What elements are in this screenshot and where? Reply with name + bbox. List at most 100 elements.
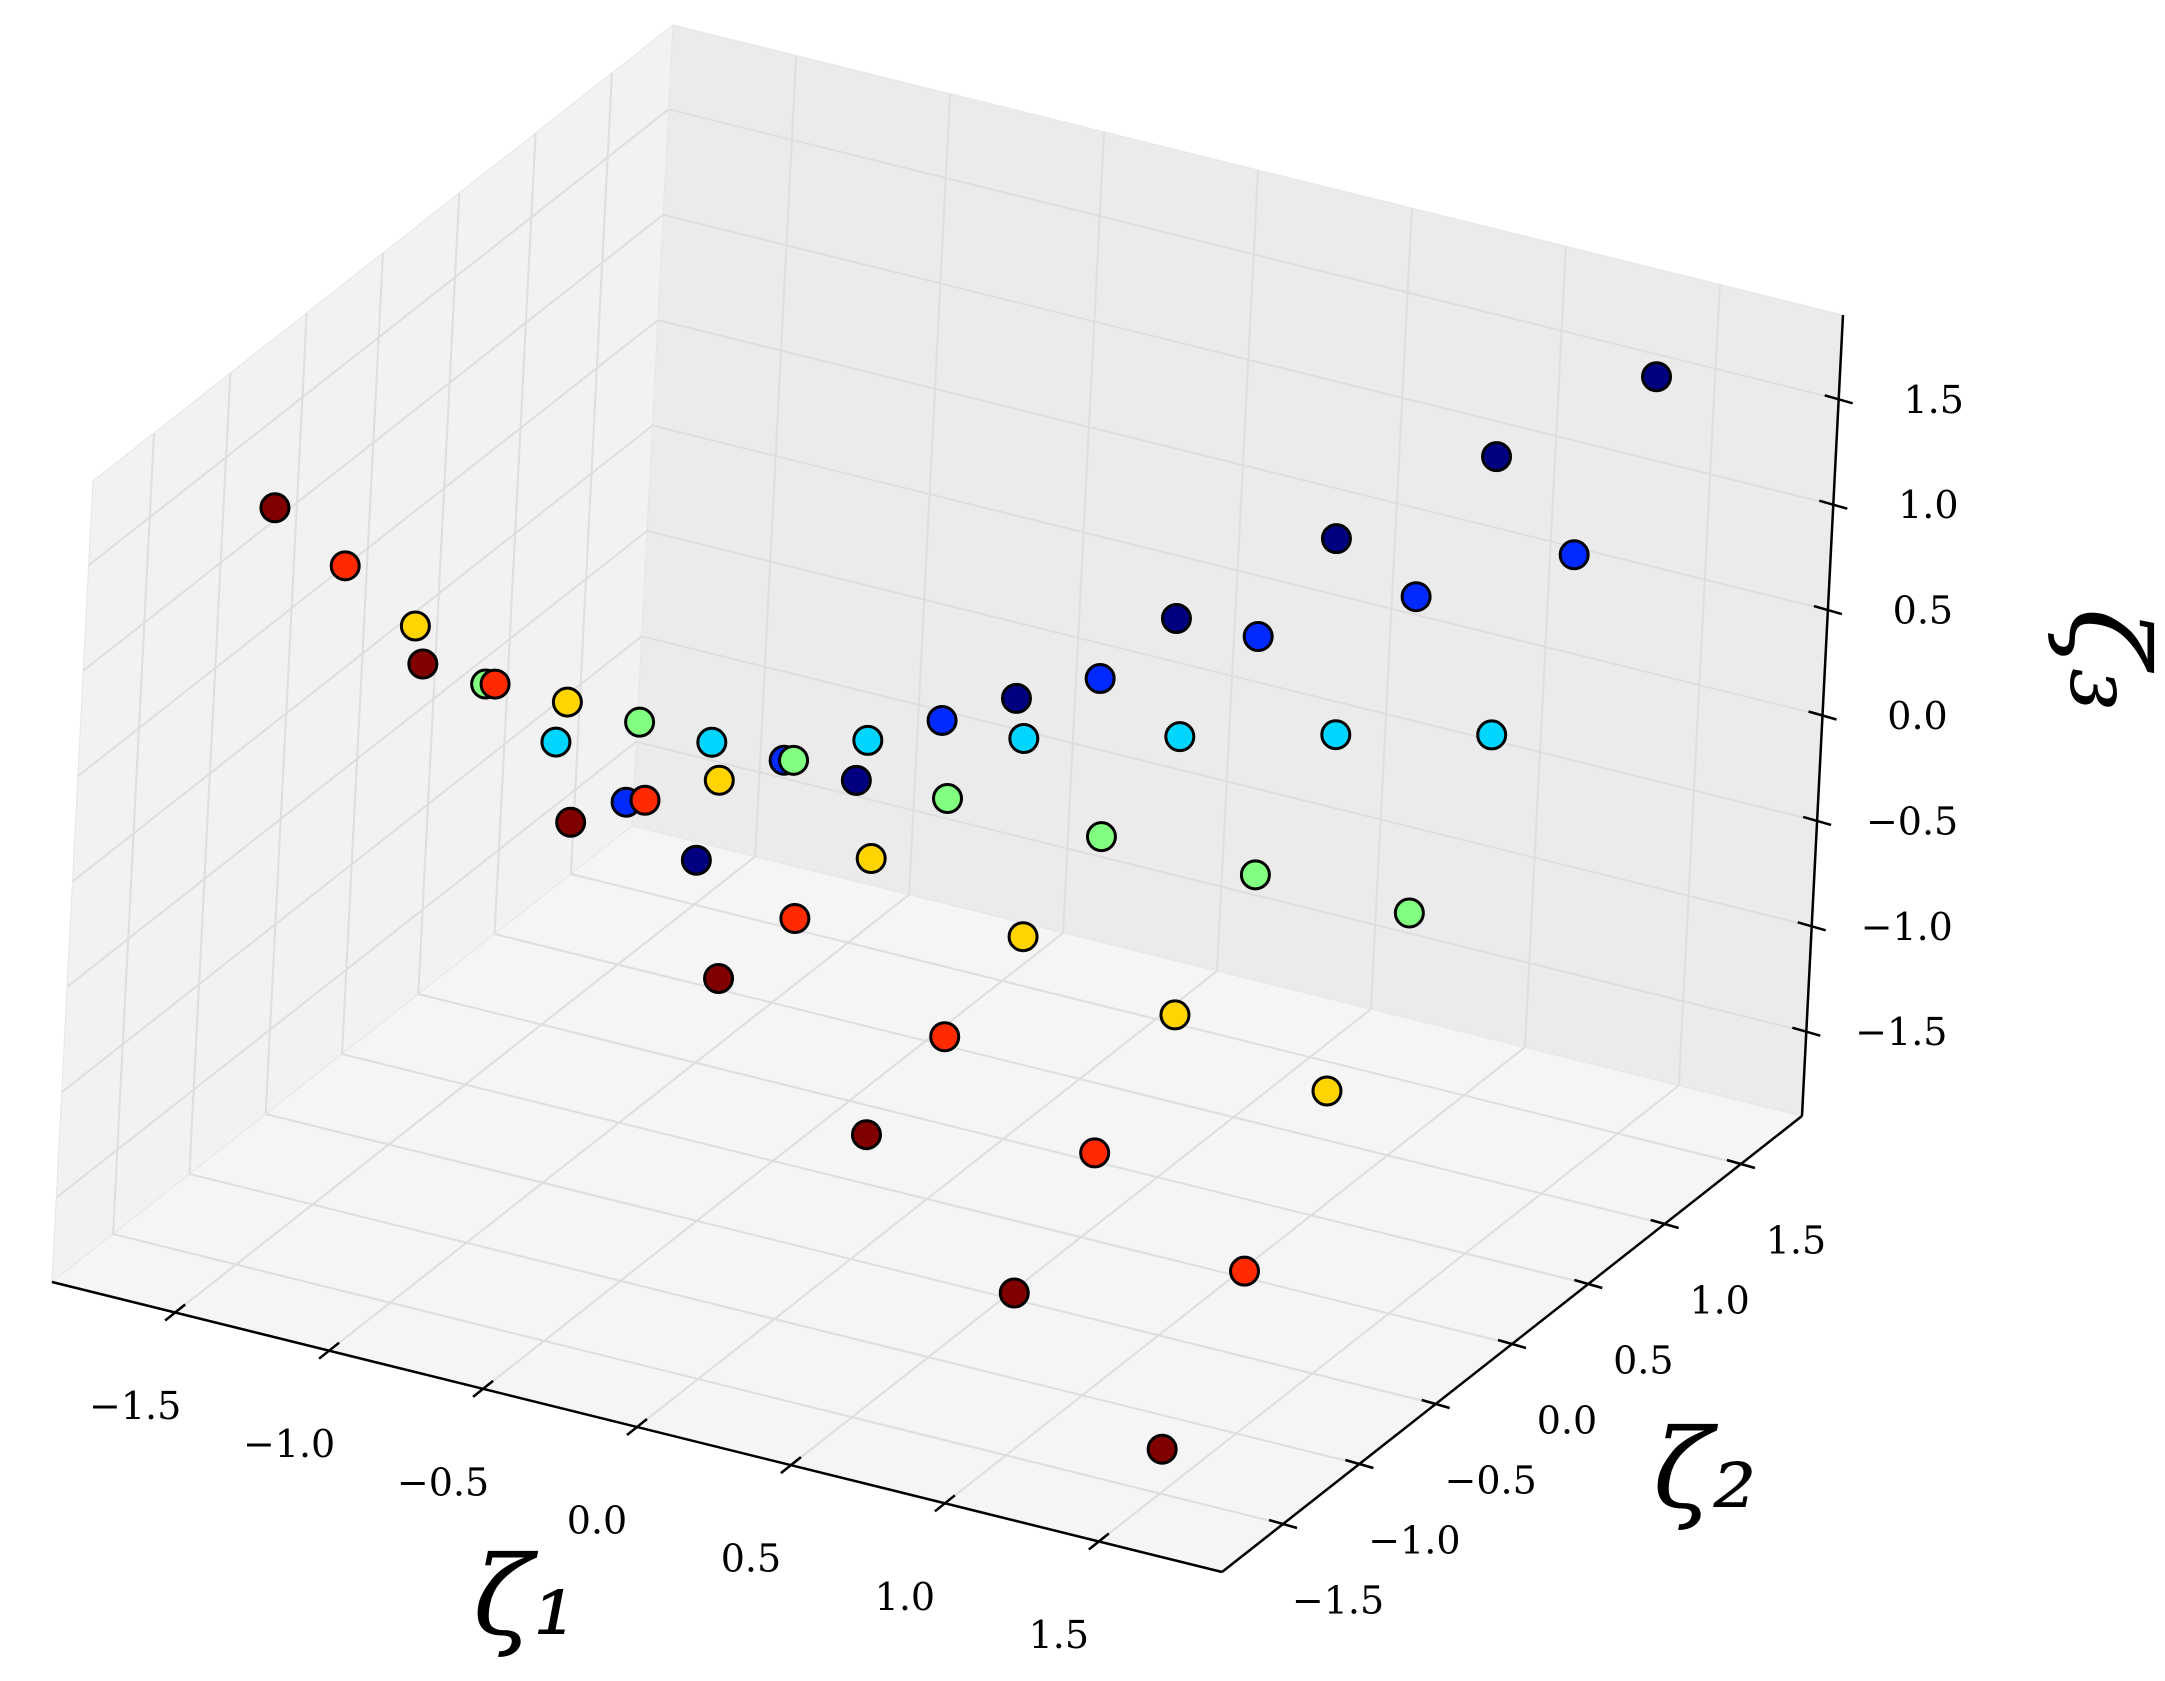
tick-mark bbox=[780, 1456, 802, 1475]
point bbox=[1146, 1433, 1178, 1465]
grid-line bbox=[189, 1173, 1360, 1465]
point bbox=[779, 903, 811, 934]
z-tick-label: 1.0 bbox=[1898, 483, 1958, 527]
z-tick-label: 0.5 bbox=[1893, 589, 1953, 633]
point bbox=[1320, 523, 1352, 555]
tick-mark bbox=[1497, 1338, 1527, 1350]
point bbox=[629, 784, 661, 816]
grid-line bbox=[71, 424, 654, 883]
x-axis-label: ζ₁ bbox=[473, 1532, 577, 1660]
y-tick-label: 1.0 bbox=[1689, 1279, 1749, 1323]
point bbox=[926, 704, 958, 736]
x-tick-label: −1.5 bbox=[89, 1384, 181, 1428]
point bbox=[840, 764, 872, 796]
point bbox=[852, 724, 884, 756]
point bbox=[624, 706, 656, 738]
tick-mark bbox=[1650, 1218, 1679, 1230]
z-axis-label: ζ₃ bbox=[2045, 608, 2165, 712]
point bbox=[407, 648, 439, 680]
z-tick-label: −0.5 bbox=[1866, 799, 1958, 843]
point bbox=[1311, 1075, 1343, 1107]
point bbox=[1000, 682, 1032, 714]
point bbox=[1400, 581, 1432, 613]
point bbox=[1476, 719, 1508, 751]
point bbox=[696, 726, 728, 758]
grid-line bbox=[66, 530, 648, 988]
point bbox=[1242, 621, 1274, 653]
grid-line bbox=[494, 933, 1665, 1225]
tick-mark bbox=[1818, 499, 1848, 510]
point bbox=[703, 764, 735, 796]
tick-mark bbox=[1573, 1278, 1603, 1290]
point bbox=[1229, 1255, 1261, 1287]
point bbox=[703, 963, 735, 994]
z-tick-label: 0.0 bbox=[1887, 694, 1947, 738]
point bbox=[259, 492, 291, 524]
grid-line bbox=[112, 1233, 1284, 1525]
y-tick-label: −1.0 bbox=[1368, 1519, 1460, 1563]
point bbox=[855, 843, 887, 874]
y-axis-label: ζ₂ bbox=[1653, 1405, 1757, 1533]
tick-mark bbox=[1802, 815, 1832, 827]
tick-mark bbox=[1268, 1518, 1298, 1530]
point bbox=[1008, 723, 1040, 754]
y-tick-label: 1.5 bbox=[1766, 1219, 1826, 1263]
x-tick-label: 1.5 bbox=[1029, 1613, 1089, 1657]
point bbox=[1481, 441, 1513, 473]
point bbox=[1164, 721, 1196, 753]
tick-mark bbox=[1088, 1532, 1110, 1551]
tick-mark bbox=[164, 1303, 186, 1322]
tick-mark bbox=[1421, 1398, 1451, 1410]
points bbox=[259, 361, 1673, 1465]
point bbox=[998, 1277, 1030, 1309]
grid-line bbox=[668, 108, 1839, 401]
x-tick-label: 1.0 bbox=[875, 1575, 935, 1619]
grid bbox=[55, 55, 1839, 1543]
grid-line bbox=[77, 319, 659, 777]
point bbox=[1085, 821, 1117, 853]
y-tick-label: −1.5 bbox=[1292, 1579, 1384, 1623]
point bbox=[1160, 603, 1192, 634]
x-tick-label: 0.0 bbox=[567, 1499, 627, 1543]
grid-line bbox=[418, 993, 1589, 1285]
grid-line bbox=[55, 740, 637, 1199]
grid-line bbox=[61, 635, 643, 1094]
point bbox=[1641, 361, 1673, 393]
point bbox=[680, 844, 712, 876]
point bbox=[540, 726, 572, 758]
tick-mark bbox=[934, 1494, 956, 1513]
x-tick-label: −0.5 bbox=[397, 1460, 489, 1504]
y-tick-label: −0.5 bbox=[1445, 1459, 1537, 1503]
tick-mark bbox=[1797, 921, 1827, 932]
point bbox=[1393, 897, 1425, 929]
point bbox=[555, 806, 587, 838]
grid-line bbox=[641, 635, 1812, 928]
point bbox=[1159, 999, 1191, 1031]
tick-mark bbox=[1808, 710, 1837, 721]
tick-mark bbox=[472, 1379, 494, 1398]
tick-mark bbox=[318, 1341, 340, 1360]
grid-line bbox=[88, 108, 670, 567]
point bbox=[1320, 719, 1352, 751]
point bbox=[1239, 859, 1271, 891]
grid-line bbox=[265, 1113, 1436, 1405]
grid-line bbox=[636, 740, 1807, 1033]
grid-line bbox=[663, 213, 1834, 506]
tick-mark bbox=[1824, 394, 1854, 405]
grid-line bbox=[646, 529, 1818, 822]
tick-mark bbox=[1726, 1158, 1756, 1170]
point bbox=[929, 1021, 961, 1053]
z-tick-label: −1.0 bbox=[1861, 905, 1953, 949]
x-tick-label: 0.5 bbox=[721, 1537, 781, 1581]
grid-line bbox=[82, 213, 664, 672]
point bbox=[850, 1119, 882, 1151]
tick-mark bbox=[1791, 1026, 1821, 1037]
point bbox=[1558, 539, 1590, 571]
tick-mark bbox=[1345, 1458, 1374, 1470]
point bbox=[399, 610, 431, 642]
grid-line bbox=[341, 1053, 1513, 1345]
grid-line bbox=[652, 424, 1823, 717]
tick-mark bbox=[1813, 604, 1843, 616]
